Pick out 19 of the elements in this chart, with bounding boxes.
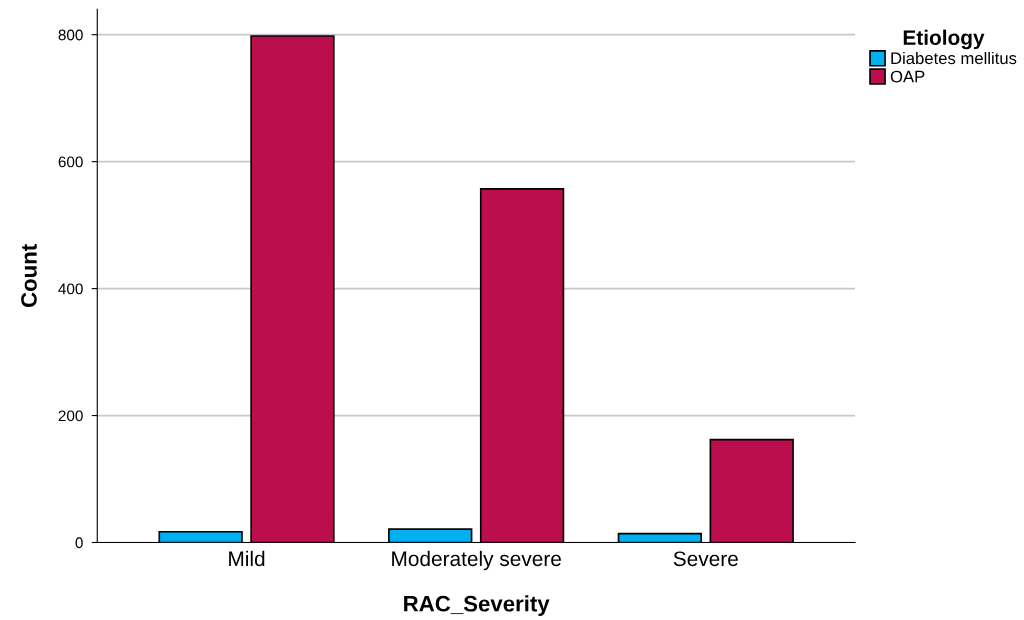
x-tick-label: Severe xyxy=(673,551,738,567)
y-tick-label: 200 xyxy=(58,410,83,422)
legend-label: OAP xyxy=(890,70,925,83)
bar xyxy=(388,528,473,543)
x-tick-label: Mild xyxy=(229,550,265,567)
x-tick-label: Moderately severe xyxy=(392,550,561,571)
bar xyxy=(250,35,335,543)
y-tick-label: 800 xyxy=(58,29,83,41)
legend-title: Etiology xyxy=(903,29,985,50)
bar xyxy=(158,530,243,543)
x-axis-title: RAC_Severity xyxy=(404,595,550,616)
bar xyxy=(709,438,794,543)
y-tick-label: 600 xyxy=(58,156,83,168)
legend-label: Diabetes mellitus xyxy=(891,51,1017,65)
y-tick-label: 0 xyxy=(75,537,83,549)
y-axis-title: Count xyxy=(21,244,37,308)
bar xyxy=(479,188,565,543)
y-tick-label: 400 xyxy=(58,283,83,295)
bar xyxy=(617,532,703,543)
